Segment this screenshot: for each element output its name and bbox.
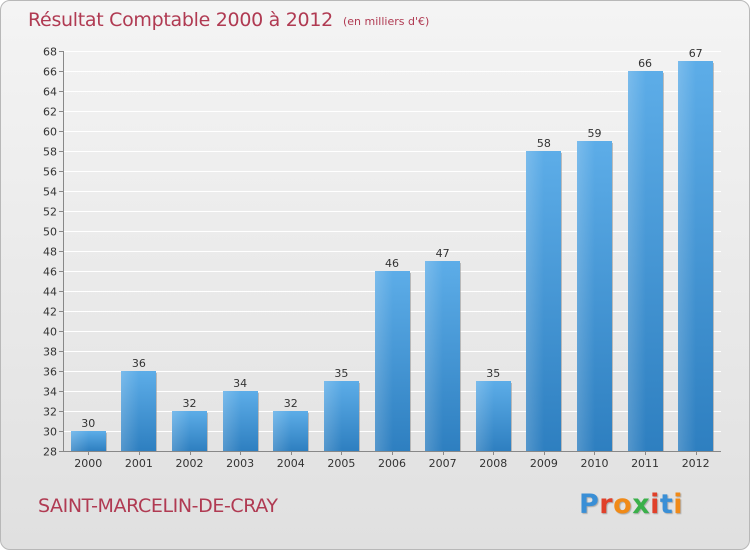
- x-tick-label: 2002: [176, 457, 204, 470]
- bar-2010: [577, 141, 613, 451]
- bar-highlight: [121, 371, 139, 451]
- bar-highlight: [476, 381, 494, 451]
- logo-letter: i: [673, 489, 684, 520]
- chart-subtitle: (en milliers d'€): [343, 15, 430, 28]
- logo-letter: r: [599, 489, 614, 520]
- value-label: 46: [385, 257, 399, 270]
- value-label: 30: [81, 417, 95, 430]
- y-tick-label: 34: [43, 386, 57, 399]
- value-label: 58: [537, 137, 551, 150]
- value-label: 35: [334, 367, 348, 380]
- y-tick-label: 38: [43, 346, 57, 359]
- logo-letter: o: [613, 489, 633, 520]
- bar-highlight: [71, 431, 89, 451]
- bar-2004: [273, 411, 309, 451]
- x-tick-label: 2006: [378, 457, 406, 470]
- y-tick-label: 56: [43, 166, 57, 179]
- y-tick-label: 42: [43, 306, 57, 319]
- x-tick-label: 2003: [226, 457, 254, 470]
- value-label: 35: [486, 367, 500, 380]
- logo-letter: i: [650, 489, 660, 520]
- x-tick-label: 2000: [74, 457, 102, 470]
- bar-2008: [476, 381, 512, 451]
- commune-name: SAINT-MARCELIN-DE-CRAY: [38, 495, 278, 517]
- bar-2003: [223, 391, 259, 451]
- y-tick-label: 44: [43, 286, 57, 299]
- bar-highlight: [172, 411, 190, 451]
- logo-letter: t: [659, 489, 674, 520]
- y-tick-label: 62: [43, 106, 57, 119]
- y-tick-label: 40: [43, 326, 57, 339]
- x-tick-label: 2005: [327, 457, 355, 470]
- value-label: 47: [436, 247, 450, 260]
- bar-highlight: [678, 61, 696, 451]
- bar-2005: [324, 381, 360, 451]
- y-tick-label: 54: [43, 186, 57, 199]
- y-tick-label: 48: [43, 246, 57, 259]
- bar-highlight: [628, 71, 646, 451]
- bar-highlight: [273, 411, 291, 451]
- x-tick-label: 2004: [277, 457, 305, 470]
- x-axis-ticks: 2000 2001 2002 2003 2004 2005 2006 2007 2008 2009…: [74, 451, 710, 470]
- value-label: 59: [587, 127, 601, 140]
- x-tick-label: 2001: [125, 457, 153, 470]
- bar-2007: [425, 261, 461, 451]
- chart-title: Résultat Comptable 2000 à 2012: [28, 9, 333, 31]
- bar-2002: [172, 411, 208, 451]
- y-tick-label: 36: [43, 366, 57, 379]
- bar-2006: [375, 271, 411, 451]
- x-tick-label: 2009: [530, 457, 558, 470]
- value-label: 36: [132, 357, 146, 370]
- bar-2009: [526, 151, 562, 451]
- x-tick-label: 2011: [631, 457, 659, 470]
- y-axis-ticks: 28 30 32 34 36 38 40 42 44 46 48 50 52 54 56 58 60 62 64 66…: [43, 46, 63, 459]
- y-tick-label: 64: [43, 86, 57, 99]
- value-labels: 30 36 32 34 32 35 46 47 35 58 59 66 67: [81, 47, 702, 430]
- logo-letter: x: [632, 489, 651, 520]
- bar-2012: [678, 61, 714, 451]
- bar-highlight: [324, 381, 342, 451]
- bar-highlight: [375, 271, 393, 451]
- bars: [71, 61, 714, 451]
- y-tick-label: 68: [43, 46, 57, 59]
- value-label: 66: [638, 57, 652, 70]
- y-tick-label: 60: [43, 126, 57, 139]
- y-tick-label: 52: [43, 206, 57, 219]
- bar-2000: [71, 431, 107, 451]
- bar-2001: [121, 371, 157, 451]
- y-tick-label: 66: [43, 66, 57, 79]
- bar-highlight: [223, 391, 241, 451]
- value-label: 32: [284, 397, 298, 410]
- x-tick-label: 2010: [580, 457, 608, 470]
- bar-highlight: [526, 151, 544, 451]
- y-tick-label: 58: [43, 146, 57, 159]
- value-label: 32: [183, 397, 197, 410]
- x-tick-label: 2007: [429, 457, 457, 470]
- x-tick-label: 2008: [479, 457, 507, 470]
- bar-2011: [628, 71, 664, 451]
- value-label: 34: [233, 377, 247, 390]
- x-tick-label: 2012: [682, 457, 710, 470]
- bar-highlight: [577, 141, 595, 451]
- y-tick-label: 46: [43, 266, 57, 279]
- y-tick-label: 50: [43, 226, 57, 239]
- value-label: 67: [689, 47, 703, 60]
- logo-letter: P: [579, 489, 600, 520]
- y-tick-label: 28: [43, 446, 57, 459]
- y-tick-label: 30: [43, 426, 57, 439]
- proxiti-logo[interactable]: Proxiti: [579, 489, 683, 520]
- bar-highlight: [425, 261, 443, 451]
- y-tick-label: 32: [43, 406, 57, 419]
